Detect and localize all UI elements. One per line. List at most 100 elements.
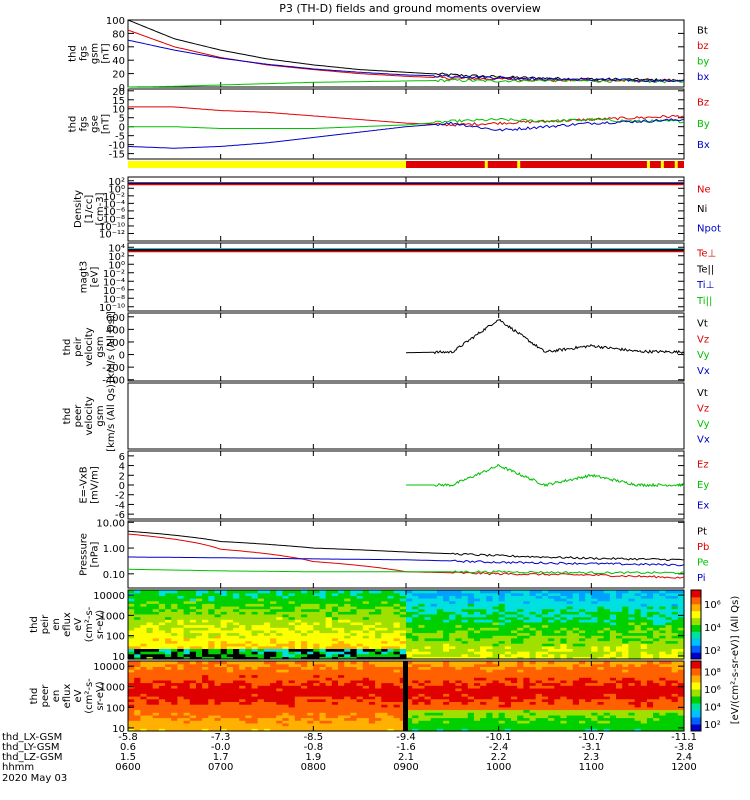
spec-cell [319,651,327,655]
spec-cell [480,595,487,599]
y-axis-label: thd [62,339,73,356]
spec-cell [461,674,469,678]
spec-cell [368,698,376,702]
spec-cell [548,590,555,594]
spec-cell [517,608,524,612]
spec-cell [152,679,160,684]
spec-cell [634,685,642,689]
spec-cell [474,706,481,711]
spec-cell [220,704,228,708]
spec-cell [226,698,234,702]
spec-cell [251,608,259,612]
spec-cell [368,720,376,724]
spec-cell [387,616,395,620]
spec-cell [344,590,351,594]
spec-cell [128,627,135,631]
spec-cell [628,643,636,647]
spec-cell [313,722,321,727]
spec-cell [196,600,203,604]
spec-cell [412,677,419,681]
spec-cell [486,725,494,729]
spec-cell [288,685,296,689]
spec-cell [572,704,580,708]
spec-cell [196,590,203,594]
spec-cell [356,709,364,713]
spec-cell [541,590,549,594]
spec-cell [511,722,518,727]
spec-cell [239,643,246,647]
spec-cell [294,605,302,610]
spec-cell [424,640,432,644]
y-tick-label: 10⁻⁶ [103,286,125,297]
spec-cell [276,677,284,681]
spec-cell [338,613,345,618]
spec-cell [597,679,605,684]
spec-cell [406,674,413,678]
spec-cell [214,635,222,639]
spec-cell [233,674,240,678]
spec-cell [134,685,141,689]
spec-cell [560,717,568,721]
spec-cell [171,656,178,660]
spec-cell [449,720,456,724]
spec-cell [529,621,537,626]
spec-cell [603,598,611,602]
spec-cell [313,706,321,711]
spec-cell [511,590,518,594]
spec-cell [245,728,253,732]
spec-cell [634,603,642,607]
spec-cell [158,598,166,602]
y-tick-label: 10⁰ [108,184,125,195]
spec-cell [177,624,185,628]
spec-cell [183,603,191,607]
spec-cell [486,669,494,673]
spec-cell [239,720,246,724]
spec-cell [640,679,648,684]
spec-cell [406,592,413,596]
spec-cell [566,701,574,705]
y-axis-label: peer [73,404,84,428]
spec-cell [226,712,234,716]
spec-cell [418,592,426,596]
spec-cell [189,637,197,642]
spec-cell [214,671,222,676]
spec-cell [338,717,345,721]
spec-cell [276,645,284,649]
spec-cell [387,679,395,684]
spec-cell [282,598,290,602]
spec-cell [609,679,617,684]
spec-cell [492,624,500,628]
spec-cell [307,648,314,652]
legend-Bz: Bz [697,98,709,109]
spec-cell [338,666,345,670]
spec-cell [616,653,623,657]
spec-cell [628,706,636,711]
spec-cell [504,637,512,642]
spec-cell [424,725,432,729]
spec-cell [541,648,549,652]
spec-cell [362,714,370,719]
spec-cell [158,656,166,660]
spec-cell [393,590,401,594]
spec-cell [622,693,629,697]
spec-cell [461,693,469,697]
spec-cell [467,653,475,657]
spec-cell [183,651,191,655]
spec-cell [461,706,469,711]
spec-cell [597,621,605,626]
spec-cell [189,693,197,697]
spec-cell [331,603,339,607]
spec-cell [406,621,413,626]
spec-cell [566,640,574,644]
spec-cell [375,701,382,705]
spec-cell [554,709,562,713]
spec-cell [418,687,426,692]
spec-cell [653,651,660,655]
spec-cell [171,637,178,642]
y-tick-label: 10⁻⁸ [103,294,125,305]
spec-cell [523,637,531,642]
spec-cell [362,627,370,631]
spec-cell [350,714,358,719]
spec-cell [134,627,141,631]
spec-cell [263,714,271,719]
